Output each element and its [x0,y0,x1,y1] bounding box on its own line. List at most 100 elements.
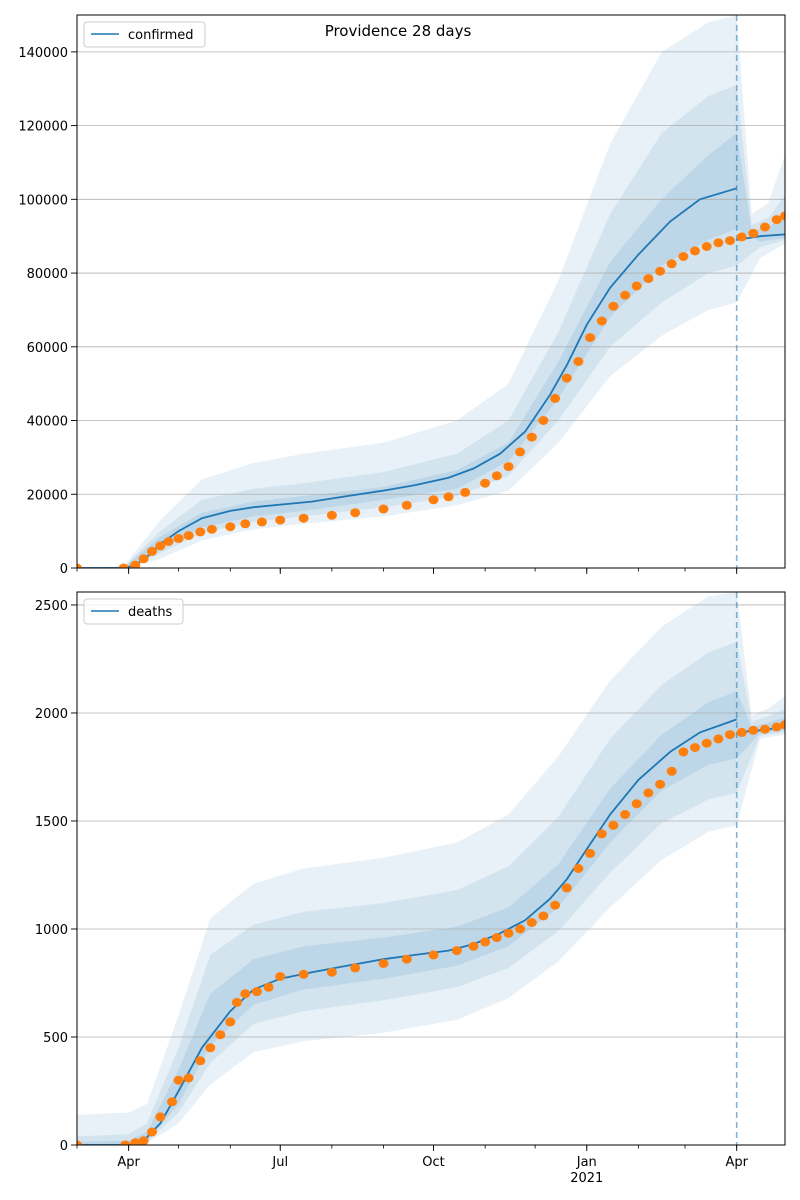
deaths-observed-points [77,720,785,1145]
deaths-legend-label: deaths [128,605,173,620]
deaths-y-tick-label: 0 [60,1139,68,1154]
deaths-observed-point [608,820,619,830]
confirmed-observed-point [130,560,141,568]
deaths-observed-point [550,900,561,910]
deaths-observed-point [780,720,785,730]
deaths-observed-point [173,1075,184,1085]
deaths-observed-point [713,734,724,744]
confirmed-y-tick-label: 80000 [27,267,68,282]
deaths-legend: deaths [83,598,184,625]
confirmed-observed-point [713,238,724,248]
deaths-y-tick-label: 500 [43,1031,68,1046]
deaths-y-axis: 0 500 1000 1500 2000 2500 [35,599,77,1154]
deaths-observed-point [225,1017,236,1027]
deaths-observed-point [428,950,439,960]
confirmed-observed-point [608,301,619,311]
confirmed-observed-point [401,500,412,510]
deaths-observed-point [263,982,274,992]
confirmed-observed-point [350,508,361,518]
confirmed-observed-point [561,373,572,383]
confirmed-observed-point [515,447,526,457]
confirmed-y-tick-label: 20000 [27,488,68,503]
confirmed-observed-point [538,416,549,425]
confirmed-observed-point [701,242,712,251]
deaths-uncertainty-bands [77,592,785,1145]
deaths-axes-frame [76,591,786,1146]
deaths-observed-point [138,1136,149,1145]
confirmed-observed-point [503,462,514,472]
confirmed-observed-point [275,515,286,525]
confirmed-observed-points [77,211,785,568]
deaths-observed-point [183,1073,194,1083]
deaths-observed-point [620,810,631,819]
deaths-observed-point [760,724,770,734]
confirmed-observed-point [206,524,217,534]
deaths-gridlines [77,604,785,1038]
confirmed-observed-point [760,222,770,232]
deaths-observed-point [725,730,735,740]
deaths-observed-point [251,987,262,997]
confirmed-observed-point [550,393,561,403]
confirmed-y-tick-label: 100000 [18,193,68,208]
deaths-band-inner [77,691,785,1145]
x-tick-year-label: 2021 [570,1171,603,1186]
deaths-observed-point [771,722,782,732]
deaths-observed-point [573,864,584,873]
deaths-observed-point [167,1097,177,1107]
deaths-y-tick-label: 2000 [35,707,68,722]
deaths-band-middle [77,641,785,1145]
confirmed-y-tick-label: 40000 [27,415,68,430]
confirmed-observed-point [690,246,700,256]
deaths-series-line [77,718,738,1145]
confirmed-legend-label: confirmed [128,28,194,43]
confirmed-observed-point [256,517,267,527]
confirmed-observed-point [771,215,782,225]
deaths-observed-point [515,924,526,934]
deaths-observed-point [155,1112,166,1122]
deaths-observed-point [690,743,700,752]
confirmed-observed-point [147,546,157,556]
deaths-observed-point [631,799,642,809]
confirmed-observed-point [298,513,309,523]
deaths-observed-point [205,1043,216,1053]
confirmed-axes-frame [76,14,786,569]
confirmed-legend: confirmed [83,21,206,48]
deaths-band-outer [77,592,785,1145]
deaths-observed-point [275,972,286,981]
confirmed-observed-point [491,471,502,481]
deaths-observed-point [77,1140,82,1145]
confirmed-observed-point [225,522,236,532]
confirmed-observed-point [240,519,251,529]
deaths-observed-point [561,883,572,893]
deaths-observed-point [195,1056,206,1066]
confirmed-observed-point [138,554,149,564]
deaths-observed-point [147,1127,157,1137]
confirmed-observed-point [631,281,642,291]
confirmed-observed-point [526,432,537,442]
deaths-observed-point [378,959,389,968]
confirmed-observed-point [780,211,785,221]
deaths-observed-point [240,989,251,999]
confirmed-observed-point [725,236,735,246]
deaths-observed-point [231,997,242,1007]
confirmed-observed-point [155,541,166,551]
confirmed-legend-box [83,21,206,48]
deaths-observed-point [538,911,549,921]
deaths-observed-point [655,779,666,789]
confirmed-observed-point [173,534,184,543]
confirmed-panel: 020000400006000080000100000120000140000 … [18,14,786,577]
x-tick-label: Jul [271,1155,288,1170]
confirmed-observed-point [736,232,747,242]
deaths-observed-point [643,788,654,798]
deaths-observed-point [736,727,747,737]
deaths-y-tick-label: 2500 [35,599,68,614]
deaths-observed-point [350,963,361,973]
confirmed-observed-point [428,495,439,505]
confirmed-band-outer [77,15,785,568]
confirmed-observed-point [678,252,689,261]
confirmed-observed-point [480,478,491,488]
confirmed-y-axis: 0 20000 40000 60000 80000 100000 120000 140000 [18,46,77,577]
confirmed-y-tick-label: 120000 [18,120,68,135]
confirmed-observed-point [585,333,596,343]
